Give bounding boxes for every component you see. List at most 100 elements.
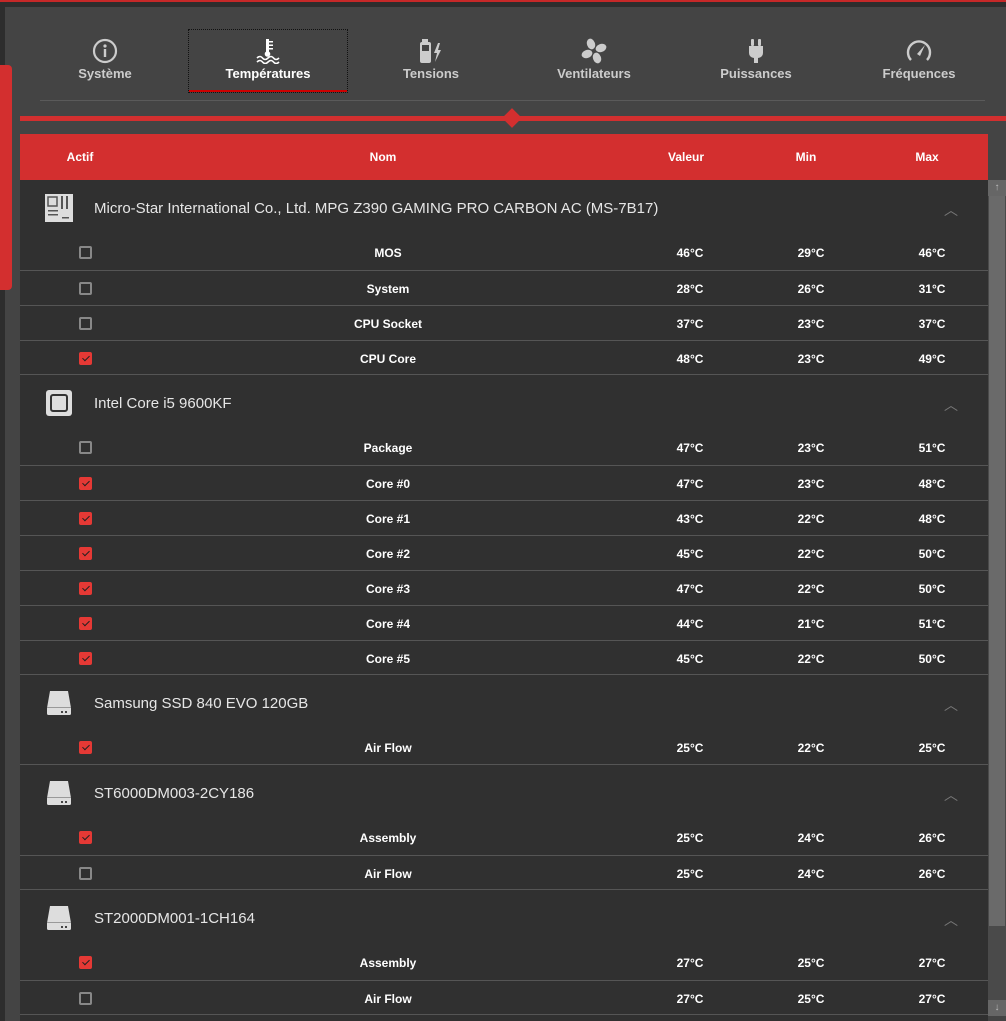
active-checkbox[interactable] [79, 317, 92, 330]
active-checkbox[interactable] [79, 352, 92, 365]
sensor-min: 25°C [797, 992, 825, 1006]
tab-label: Puissances [720, 66, 792, 81]
sensor-row: Air Flow 25°C 22°C 25°C [20, 730, 988, 765]
device-name: ST2000DM001-1CH164 [94, 910, 255, 927]
vertical-scrollbar[interactable]: ↑ ↓ [988, 180, 1006, 1016]
sensor-min: 21°C [797, 617, 825, 631]
active-checkbox[interactable] [79, 246, 92, 259]
active-checkbox[interactable] [79, 547, 92, 560]
active-checkbox[interactable] [79, 441, 92, 454]
sensor-row: Core #0 47°C 23°C 48°C [20, 465, 988, 500]
sensor-value: 45°C [676, 547, 704, 561]
column-header-min[interactable]: Min [795, 150, 817, 164]
gauge-icon [906, 40, 932, 61]
device-group-header[interactable]: ST2000DM001-1CH164 ︿ [20, 890, 988, 945]
active-checkbox[interactable] [79, 831, 92, 844]
drive-icon [44, 903, 74, 933]
sensor-value: 47°C [676, 582, 704, 596]
scroll-down-button[interactable]: ↓ [988, 1000, 1006, 1016]
active-checkbox[interactable] [79, 477, 92, 490]
active-checkbox[interactable] [79, 617, 92, 630]
active-checkbox[interactable] [79, 992, 92, 1005]
sensor-value: 43°C [676, 512, 704, 526]
active-checkbox[interactable] [79, 867, 92, 880]
sensor-min: 22°C [797, 512, 825, 526]
sensor-max: 25°C [918, 741, 946, 755]
sensor-name: MOS [374, 246, 402, 260]
sensor-max: 50°C [918, 547, 946, 561]
device-name: Micro-Star International Co., Ltd. MPG Z… [94, 200, 659, 217]
active-checkbox[interactable] [79, 512, 92, 525]
sensor-max: 50°C [918, 582, 946, 596]
active-checkbox[interactable] [79, 956, 92, 969]
column-header-max[interactable]: Max [915, 150, 939, 164]
sensor-name: CPU Core [359, 352, 417, 366]
chevron-up-icon[interactable]: ︿ [944, 912, 958, 928]
column-header-value[interactable]: Valeur [667, 150, 705, 164]
device-group-header[interactable]: Micro-Star International Co., Ltd. MPG Z… [20, 180, 988, 235]
tab-label: Tensions [402, 66, 460, 81]
sensor-row: System 28°C 26°C 31°C [20, 270, 988, 305]
active-checkbox[interactable] [79, 582, 92, 595]
sensor-min: 23°C [797, 317, 825, 331]
device-name: ST6000DM003-2CY186 [94, 785, 255, 802]
sensor-min: 22°C [797, 582, 825, 596]
tab-tensions[interactable]: Tensions [351, 30, 511, 92]
tab-frequences[interactable]: Fréquences [839, 30, 999, 92]
sensor-value: 37°C [676, 317, 704, 331]
sensor-max: 48°C [918, 512, 946, 526]
tabs-divider [40, 100, 985, 101]
sensor-min: 22°C [797, 547, 825, 561]
column-header-active[interactable]: Actif [66, 150, 94, 164]
sensor-min: 23°C [797, 441, 825, 455]
sensor-max: 26°C [918, 831, 946, 845]
device-group-header[interactable]: ST6000DM003-2CY186 ︿ [20, 765, 988, 820]
sensor-value: 46°C [676, 246, 704, 260]
table-header: Actif Nom Valeur Min Max [20, 134, 988, 180]
sensor-value: 47°C [676, 477, 704, 491]
tab-puissances[interactable]: Puissances [676, 30, 836, 92]
sensor-value: 25°C [676, 867, 704, 881]
sensor-row: Core #1 43°C 22°C 48°C [20, 500, 988, 535]
active-checkbox[interactable] [79, 282, 92, 295]
scroll-up-button[interactable]: ↑ [988, 180, 1006, 196]
fan-icon [581, 38, 607, 64]
tab-temperatures[interactable]: Températures [188, 29, 348, 93]
column-header-name[interactable]: Nom [369, 150, 397, 164]
sensor-row: Core #4 44°C 21°C 51°C [20, 605, 988, 640]
sensor-max: 46°C [918, 246, 946, 260]
sensor-value: 28°C [676, 282, 704, 296]
motherboard-icon [44, 193, 74, 223]
sensor-value: 25°C [676, 831, 704, 845]
sensor-name: Core #1 [365, 512, 411, 526]
device-group-header[interactable]: Intel Core i5 9600KF ︿ [20, 375, 988, 430]
side-drawer-handle[interactable] [0, 65, 12, 290]
drive-icon [44, 688, 74, 718]
sensor-min: 25°C [797, 956, 825, 970]
chevron-up-icon[interactable]: ︿ [944, 787, 958, 803]
sensor-value: 47°C [676, 441, 704, 455]
chevron-up-icon[interactable]: ︿ [944, 397, 958, 413]
cpu-icon [44, 388, 74, 418]
sensor-name: Core #2 [365, 547, 411, 561]
sensor-value: 48°C [676, 352, 704, 366]
active-checkbox[interactable] [79, 652, 92, 665]
device-group-header[interactable]: Samsung SSD 840 EVO 120GB ︿ [20, 675, 988, 730]
chevron-up-icon[interactable]: ︿ [944, 697, 958, 713]
sensor-max: 31°C [918, 282, 946, 296]
sensor-max: 27°C [918, 992, 946, 1006]
tab-systeme[interactable]: Système [25, 30, 185, 92]
tab-ventilateurs[interactable]: Ventilateurs [514, 30, 674, 92]
sensor-max: 37°C [918, 317, 946, 331]
sensor-min: 22°C [797, 741, 825, 755]
sensor-row: CPU Core 48°C 23°C 49°C [20, 340, 988, 375]
active-checkbox[interactable] [79, 741, 92, 754]
scrollbar-thumb[interactable] [989, 196, 1005, 926]
chevron-up-icon[interactable]: ︿ [944, 202, 958, 218]
sensor-name: CPU Socket [353, 317, 423, 331]
sensor-row: Air Flow 25°C 24°C 26°C [20, 855, 988, 890]
category-tabs: Système Températures Tensions Ventilateu… [20, 29, 1000, 94]
plug-icon [749, 39, 763, 63]
sensor-name: Air Flow [364, 741, 412, 755]
sensor-min: 29°C [797, 246, 825, 260]
